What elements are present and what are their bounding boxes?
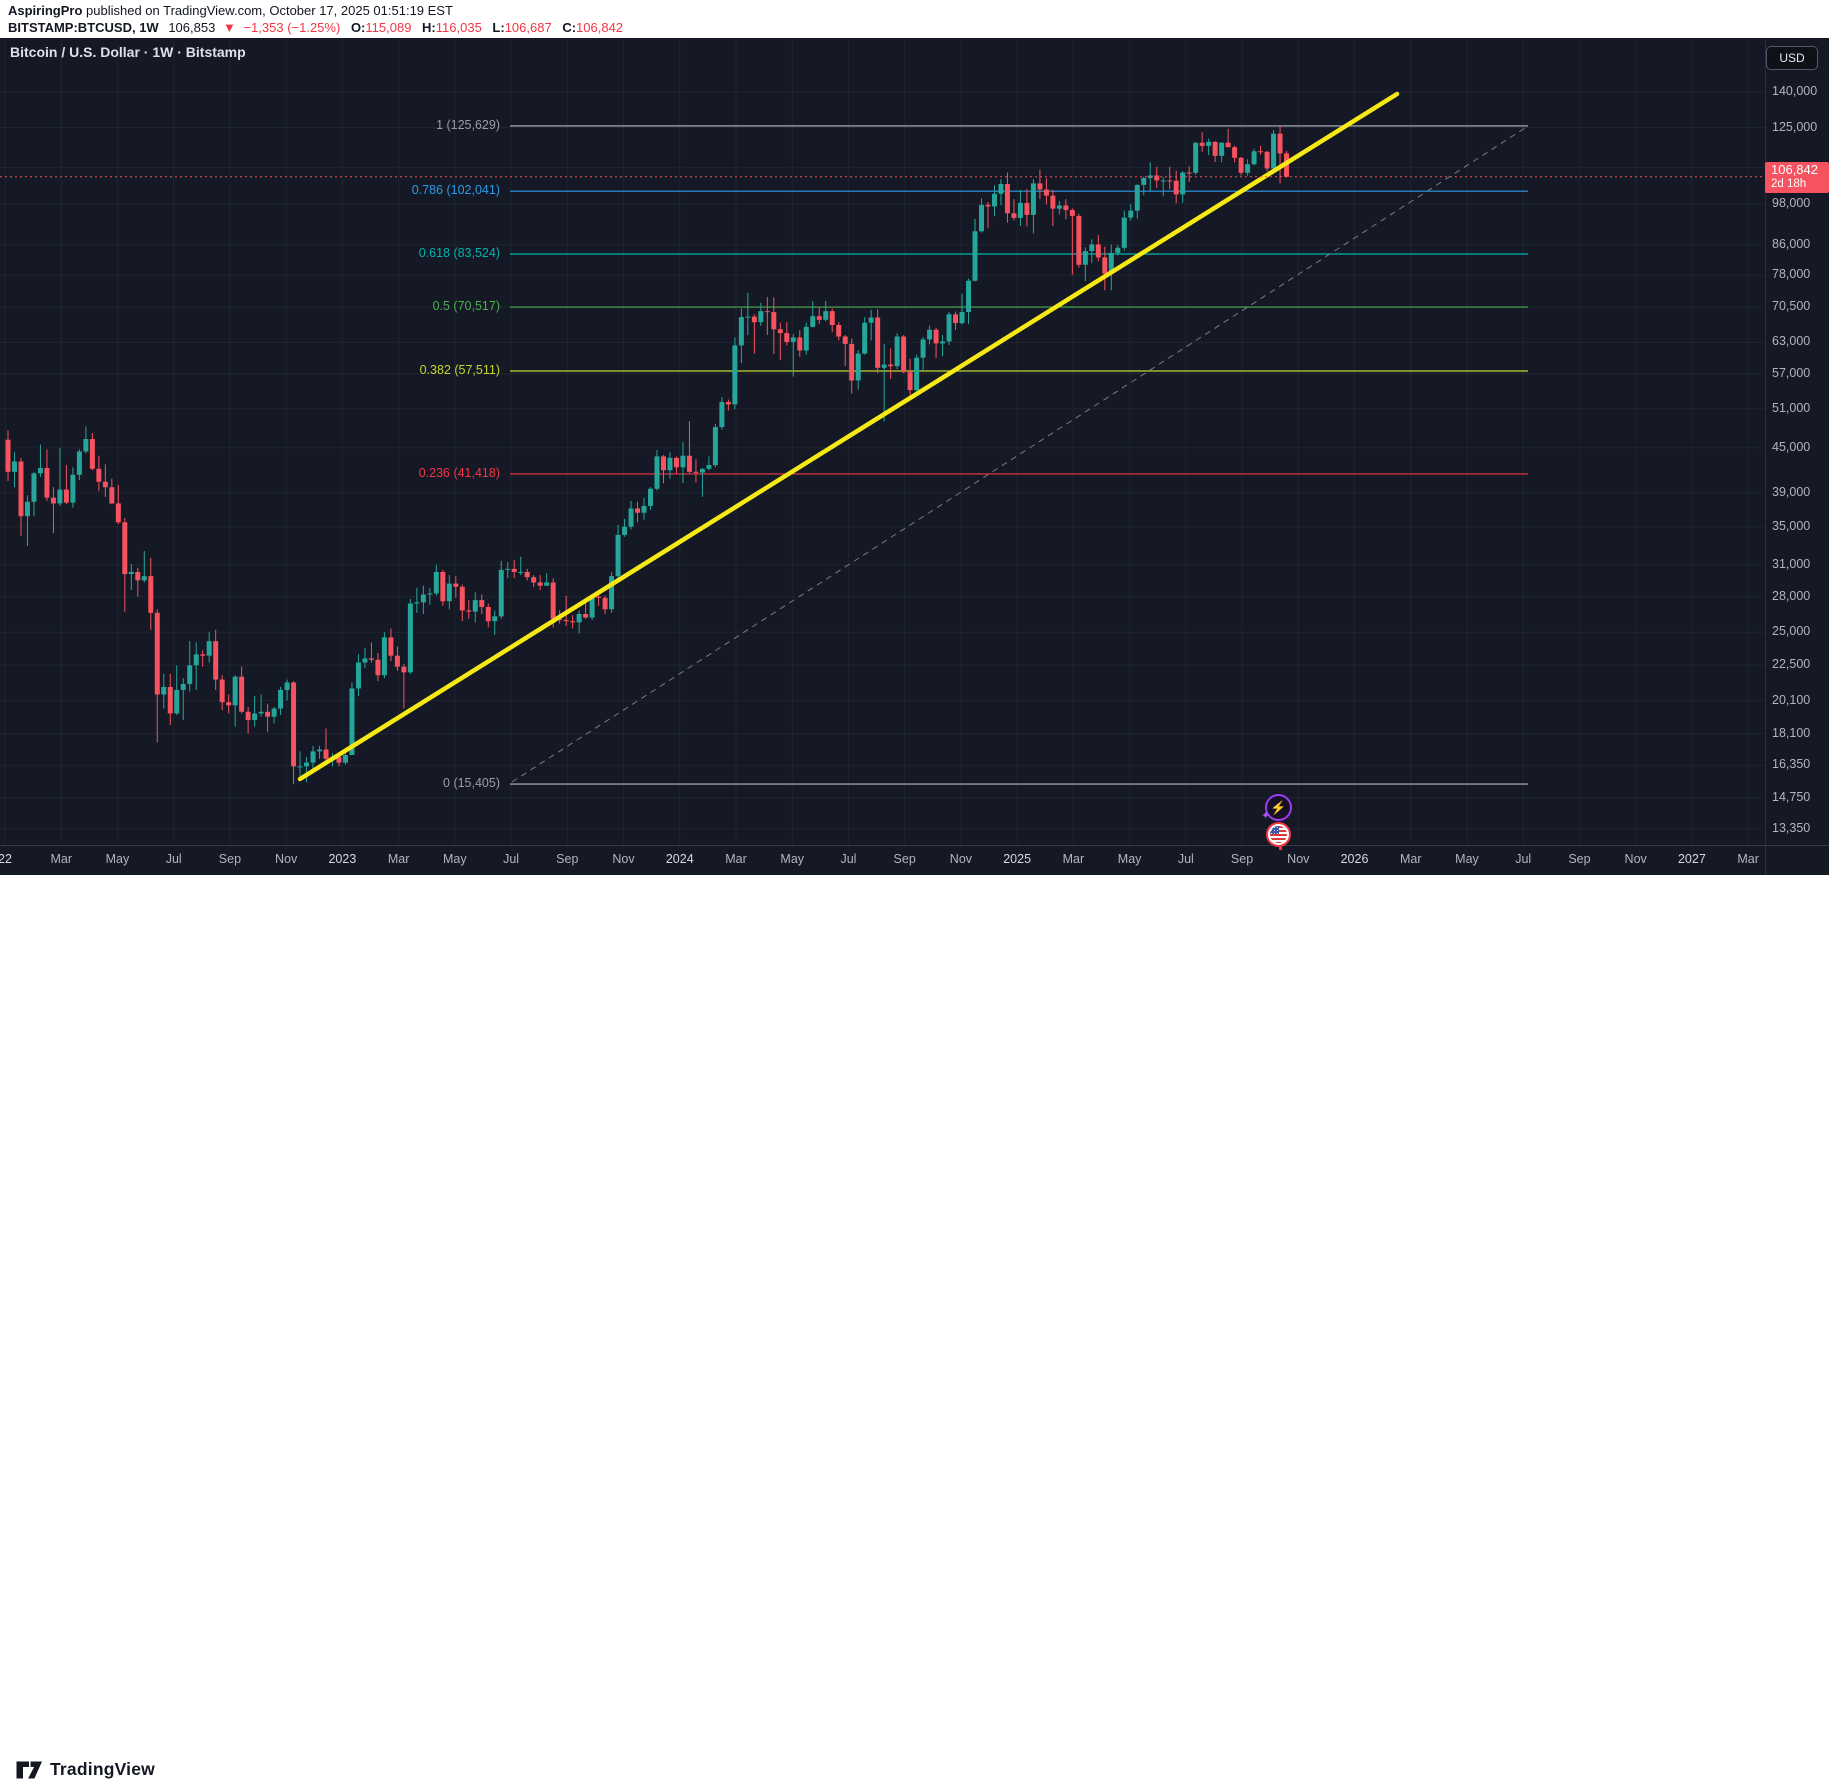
time-tick: Sep bbox=[218, 852, 242, 866]
change-value: −1,353 (−1.25%) bbox=[243, 20, 341, 35]
close-value: 106,842 bbox=[576, 20, 624, 35]
time-tick: Sep bbox=[1230, 852, 1254, 866]
time-tick: Mar bbox=[725, 852, 747, 866]
change-arrow-icon: ▼ bbox=[222, 20, 236, 35]
fib-label-0[interactable]: 0 (15,405) bbox=[443, 776, 500, 791]
time-axis-border bbox=[0, 845, 1829, 846]
price-tick: 45,000 bbox=[1772, 439, 1811, 454]
price-tick: 20,100 bbox=[1772, 692, 1811, 707]
time-tick: Mar bbox=[1399, 852, 1422, 866]
fib-label-0.382[interactable]: 0.382 (57,511) bbox=[419, 362, 500, 377]
price-tick: 31,000 bbox=[1772, 556, 1811, 571]
time-tick: Mar bbox=[1062, 852, 1085, 866]
price-tick: 140,000 bbox=[1772, 84, 1818, 98]
open-label: O: bbox=[350, 20, 366, 35]
us-flag-icon bbox=[1270, 826, 1287, 843]
time-tick: Jul bbox=[840, 852, 857, 866]
price-tick: 98,000 bbox=[1772, 195, 1811, 210]
bar-countdown: 2d 18h bbox=[1771, 178, 1807, 190]
time-tick: Mar bbox=[387, 852, 410, 866]
tradingview-logo-text: TradingView bbox=[50, 1759, 155, 1779]
time-tick: Nov bbox=[1624, 852, 1647, 866]
price-tick: 51,000 bbox=[1772, 400, 1811, 415]
time-tick: Mar bbox=[1737, 852, 1759, 866]
time-tick: Jul bbox=[1515, 852, 1532, 866]
tradingview-logo-icon bbox=[16, 1761, 42, 1778]
open-value: 115,089 bbox=[365, 20, 412, 35]
time-tick: 22 bbox=[0, 852, 12, 866]
lightning-icon: ⚡ bbox=[1270, 799, 1287, 815]
time-tick: Jul bbox=[503, 852, 520, 866]
price-tick: 63,000 bbox=[1772, 334, 1811, 349]
fib-label-0.5[interactable]: 0.5 (70,517) bbox=[432, 299, 500, 314]
time-tick: 2026 bbox=[1340, 852, 1369, 866]
time-tick: Jul bbox=[1177, 852, 1194, 866]
price-tick: 57,000 bbox=[1772, 365, 1811, 380]
price-tick: 16,350 bbox=[1772, 757, 1811, 772]
low-value: 106,687 bbox=[504, 20, 552, 35]
symbol-name[interactable]: BITSTAMP:BTCUSD, 1W bbox=[8, 20, 159, 35]
high-value: 116,035 bbox=[435, 20, 482, 35]
sparkle-icon: ✦ bbox=[1261, 810, 1271, 822]
tradingview-logo[interactable]: TradingView bbox=[16, 1759, 155, 1780]
close-label: C: bbox=[562, 20, 577, 35]
price-tick: 86,000 bbox=[1772, 236, 1811, 251]
time-tick: Nov bbox=[949, 852, 973, 866]
price-tick: 22,500 bbox=[1772, 657, 1811, 672]
price-tick: 39,000 bbox=[1772, 484, 1811, 499]
fib-label-1[interactable]: 1 (125,629) bbox=[436, 117, 500, 132]
low-label: L: bbox=[492, 20, 505, 35]
time-tick: May bbox=[105, 852, 130, 866]
snapshot-header: AspiringPro published on TradingView.com… bbox=[0, 0, 1829, 38]
time-tick: Mar bbox=[50, 852, 72, 866]
time-tick: Nov bbox=[612, 852, 635, 866]
currency-toggle-button[interactable]: USD bbox=[1766, 46, 1818, 70]
time-tick: May bbox=[780, 852, 805, 866]
price-tick: 18,100 bbox=[1772, 725, 1811, 740]
time-tick: May bbox=[1455, 852, 1479, 866]
fib-label-0.786[interactable]: 0.786 (102,041) bbox=[411, 183, 500, 198]
time-tick: 2023 bbox=[328, 852, 357, 866]
fib-label-0.236[interactable]: 0.236 (41,418) bbox=[418, 465, 500, 480]
time-tick: Sep bbox=[556, 852, 579, 866]
price-tick: 13,350 bbox=[1772, 820, 1811, 835]
time-tick: Nov bbox=[1287, 852, 1310, 866]
price-tick: 78,000 bbox=[1772, 267, 1811, 282]
time-tick: 2025 bbox=[1003, 852, 1032, 866]
high-label: H: bbox=[422, 20, 436, 35]
us-economic-event-icon[interactable] bbox=[1266, 822, 1291, 847]
price-tick: 70,500 bbox=[1772, 299, 1811, 314]
price-axis-border bbox=[1765, 38, 1766, 875]
time-tick: 2027 bbox=[1677, 852, 1706, 866]
author-name[interactable]: AspiringPro bbox=[8, 3, 83, 18]
last-price: 106,853 bbox=[168, 20, 216, 35]
snapshot-footer: TradingView bbox=[0, 875, 1829, 1779]
time-tick: May bbox=[1117, 852, 1142, 866]
chart-pane[interactable] bbox=[0, 38, 1829, 875]
time-tick: Sep bbox=[893, 852, 916, 866]
price-tick: 35,000 bbox=[1772, 518, 1811, 533]
time-tick: Jul bbox=[165, 852, 182, 866]
price-tick: 25,000 bbox=[1772, 624, 1811, 639]
spark-event-icon[interactable]: ⚡ ✦ bbox=[1261, 794, 1292, 822]
time-tick: 2024 bbox=[665, 852, 694, 866]
published-line: AspiringPro published on TradingView.com… bbox=[8, 3, 453, 18]
price-tick: 14,750 bbox=[1772, 789, 1811, 804]
last-price-badge: 106,842 2d 18h bbox=[1765, 162, 1829, 193]
price-tick: 28,000 bbox=[1772, 588, 1811, 603]
last-price-badge-value: 106,842 bbox=[1771, 162, 1818, 177]
time-tick: Sep bbox=[1568, 852, 1591, 866]
time-tick: Nov bbox=[275, 852, 298, 866]
time-tick: May bbox=[443, 852, 467, 866]
fib-label-0.618[interactable]: 0.618 (83,524) bbox=[418, 245, 500, 260]
last-bar-axis-marker bbox=[1279, 846, 1282, 850]
symbol-ohlc-line: BITSTAMP:BTCUSD, 1W 106,853 ▼ −1,353 (−1… bbox=[8, 20, 623, 35]
chart-legend-title[interactable]: Bitcoin / U.S. Dollar · 1W · Bitstamp bbox=[10, 44, 246, 60]
us-flag-canton bbox=[1270, 826, 1279, 834]
published-text: published on TradingView.com, October 17… bbox=[86, 3, 453, 18]
price-tick: 125,000 bbox=[1772, 119, 1818, 134]
